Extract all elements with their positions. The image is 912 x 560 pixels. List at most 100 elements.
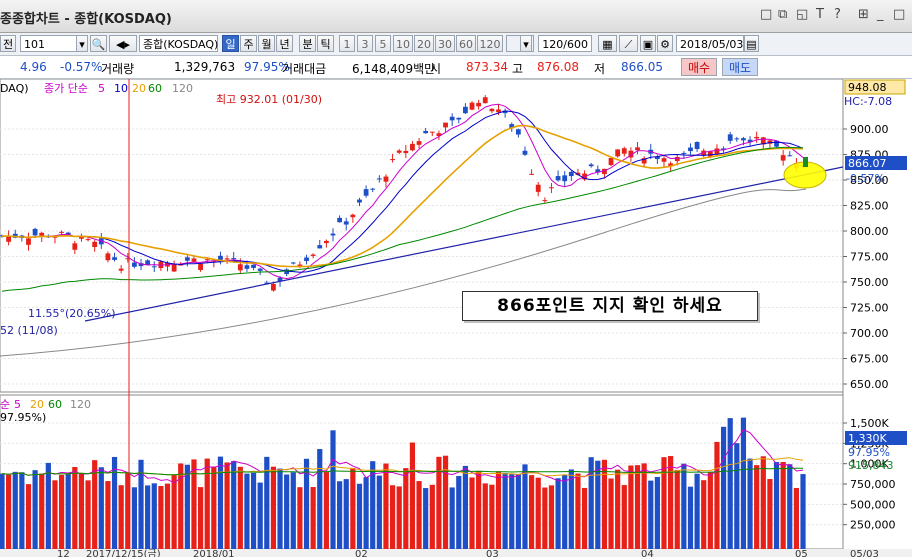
quote-bar: 4.96 -0.57% 거래량 1,329,763 97.95% 거래대금 6,… (0, 56, 912, 79)
candle-body (635, 147, 640, 151)
candle-body (59, 231, 64, 233)
volume-bar (151, 483, 157, 549)
candle-body (264, 282, 270, 284)
volume-bar (588, 457, 594, 549)
grid-icon[interactable]: ⊞ (858, 7, 869, 22)
interval-10[interactable]: 10 (393, 35, 413, 52)
volume-bar (529, 475, 535, 549)
volume-bar (58, 474, 65, 549)
candle-body (184, 257, 190, 261)
chart-area[interactable]: 900.00 875.00 850.00 825.00 800.00 775.00 750.… (0, 78, 912, 560)
support-annotation: 866포인트 지지 확인 하세요 (462, 291, 758, 321)
tab-day[interactable]: 일 (222, 35, 239, 52)
volume-bar (581, 487, 588, 549)
candle-body (350, 214, 356, 218)
candle-body (323, 240, 329, 244)
interval-1[interactable]: 1 (339, 35, 355, 52)
interval-3[interactable]: 3 (357, 35, 373, 52)
volume-bar (595, 460, 601, 549)
low-value: 866.05 (621, 60, 663, 74)
tab-minute[interactable]: 분 (299, 35, 316, 52)
volume-bar (45, 462, 51, 549)
volume-bar (740, 417, 747, 549)
interval-dropdown-icon[interactable]: ▾ (520, 35, 532, 52)
candle-body (237, 264, 243, 271)
candle-body (688, 147, 693, 152)
candle-body (410, 143, 415, 151)
volume-bar (734, 443, 740, 549)
candle-body (681, 152, 687, 154)
tab-tick[interactable]: 틱 (317, 35, 334, 52)
buy-button[interactable]: 매수 (681, 58, 717, 76)
chart-toolbar: 전 101 ▾ 🔍 ◀▸ 종합(KOSDAQ) 일 주 월 년 분 틱 1 3 … (0, 33, 912, 56)
interval-60[interactable]: 60 (456, 35, 476, 52)
volume-bar (429, 484, 435, 549)
save-icon[interactable]: ▣ (640, 35, 656, 52)
volume-bar (12, 471, 18, 549)
layout-icon[interactable]: □ (760, 7, 773, 22)
candle-body (502, 110, 508, 114)
volume-bar (310, 487, 316, 549)
candle-body (509, 124, 515, 129)
period-button[interactable]: 전 (0, 35, 16, 52)
volume-bar (449, 487, 455, 549)
help-icon[interactable]: ? (834, 7, 841, 22)
name-input[interactable]: 종합(KOSDAQ) (139, 35, 218, 52)
trend-tool-icon[interactable]: ⟋ (619, 35, 638, 52)
price-tick-label: 650.00 (850, 378, 889, 391)
restore-icon[interactable]: ⧉ (778, 7, 788, 22)
candle-body (390, 159, 395, 161)
volume-bar (25, 484, 32, 549)
candle-body (26, 238, 31, 245)
interval-20[interactable]: 20 (414, 35, 434, 52)
sound-icon[interactable]: ◀▸ (109, 35, 137, 52)
interval-120[interactable]: 120 (477, 35, 503, 52)
tab-month[interactable]: 월 (258, 35, 275, 52)
count-input[interactable]: 120/600 (538, 35, 592, 52)
volume-bar (476, 470, 482, 549)
ma-120-line (0, 188, 807, 357)
volume-bar (489, 484, 495, 549)
gear-icon[interactable]: ⚙ (657, 35, 673, 52)
tab-year[interactable]: 년 (276, 35, 293, 52)
candle-body (145, 260, 151, 266)
interval-5[interactable]: 5 (375, 35, 391, 52)
volume-bar (442, 455, 449, 549)
volume-bar (787, 464, 793, 549)
volume-bar (184, 464, 190, 549)
interval-30[interactable]: 30 (435, 35, 455, 52)
grid-tool-icon[interactable]: ▦ (598, 35, 617, 52)
candle-body (310, 254, 316, 256)
date-input[interactable]: 2018/05/03 (676, 35, 744, 52)
volume-bar (456, 476, 462, 549)
volume-bar (727, 418, 733, 549)
tab-week[interactable]: 주 (240, 35, 257, 52)
volume-bar (78, 473, 85, 549)
candle-body (542, 200, 548, 202)
search-icon[interactable]: 🔍 (90, 35, 107, 52)
maximize-icon[interactable]: □ (893, 7, 906, 22)
volume-bar (131, 487, 137, 549)
sell-button[interactable]: 매도 (722, 58, 758, 76)
split-icon[interactable]: ◱ (796, 7, 809, 22)
volume-bar (257, 482, 263, 549)
volume-bar (714, 441, 720, 549)
candle-body (284, 269, 290, 275)
price-legend-ma: 5 (98, 82, 105, 95)
candle-body (668, 163, 674, 167)
volume-bar (436, 456, 442, 549)
title-bar: 종종합차트 - 종합(KOSDAQ) □ ⧉ ◱ T ? ⊞ _ □ (0, 0, 912, 33)
volume-bar (793, 487, 799, 549)
candle-body (105, 253, 111, 261)
code-input[interactable]: 101 (20, 35, 88, 52)
font-icon[interactable]: T (816, 7, 824, 22)
code-dropdown-icon[interactable]: ▾ (76, 35, 88, 52)
candle-body (251, 264, 256, 268)
candle-body (701, 150, 707, 156)
candle-body (271, 283, 276, 291)
calendar-icon[interactable]: ▤ (744, 35, 759, 52)
window-title: 종종합차트 - 종합(KOSDAQ) (0, 12, 172, 27)
volume-bar (403, 468, 409, 549)
minimize-icon[interactable]: _ (877, 7, 884, 22)
price-volume-chart[interactable]: 900.00875.00850.00825.00800.00775.00750.… (0, 78, 912, 560)
